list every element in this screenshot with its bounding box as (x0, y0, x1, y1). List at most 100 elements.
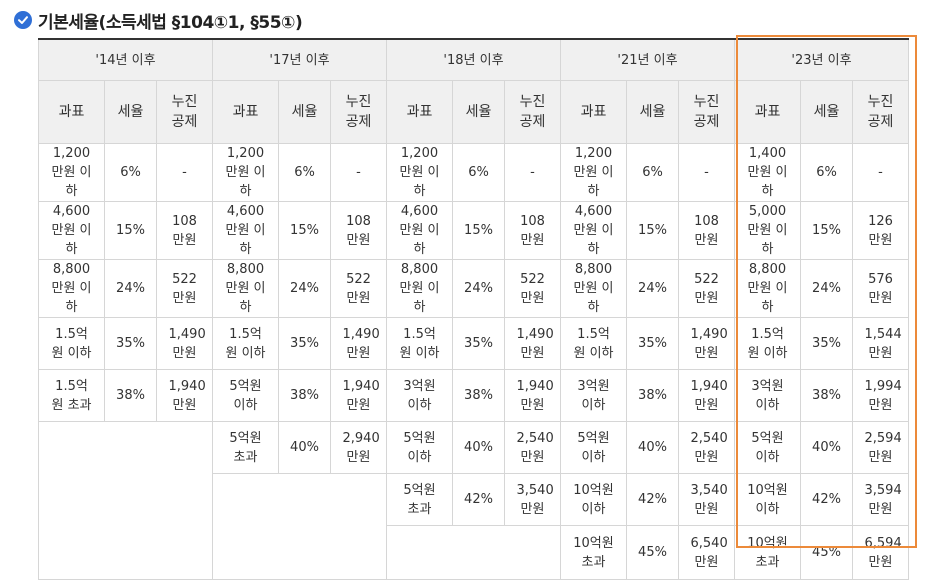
period-header: '21년 이후 (560, 38, 735, 81)
deduction-header: 누진공제 (504, 80, 561, 144)
rate-cell: 35% (800, 317, 853, 370)
deduction-cell: 6,594만원 (852, 525, 909, 580)
deduction-header: 누진공제 (678, 80, 735, 144)
rate-cell: 15% (104, 201, 157, 260)
rate-header: 세율 (626, 80, 679, 144)
deduction-cell: - (330, 143, 387, 202)
bracket-row: 8,800만원 이하 24% 522만원 8,800만원 이하 24% 522만원 8,80… (38, 259, 909, 318)
rate-cell: 24% (104, 259, 157, 318)
rate-cell: 38% (452, 369, 505, 422)
deduction-cell: 1,490만원 (330, 317, 387, 370)
deduction-cell: - (852, 143, 909, 202)
deduction-cell: 2,940만원 (330, 421, 387, 474)
deduction-cell: 3,594만원 (852, 473, 909, 526)
rate-cell: 35% (626, 317, 679, 370)
rate-cell: 15% (626, 201, 679, 260)
deduction-cell: 2,540만원 (504, 421, 561, 474)
deduction-header: 누진공제 (330, 80, 387, 144)
base-cell: 1.5억원 이하 (386, 317, 453, 370)
rate-cell: 42% (452, 473, 505, 526)
rate-cell: 6% (800, 143, 853, 202)
section-title: 기본세율(소득세법 §104①1, §55①) (38, 12, 303, 33)
deduction-header: 누진공제 (852, 80, 909, 144)
deduction-cell: 108만원 (504, 201, 561, 260)
rate-header: 세율 (104, 80, 157, 144)
bracket-row: 1.5억원 초과 38% 1,940만원 5억원 이하 38% 1,940만원 3억원 이하… (38, 369, 909, 422)
rate-cell: 42% (626, 473, 679, 526)
rate-cell: 38% (626, 369, 679, 422)
tax-rate-table: '14년 이후 '17년 이후 '18년 이후 '21년 이후 '23년 이후 … (38, 38, 909, 580)
rate-cell: 24% (452, 259, 505, 318)
rate-cell: 40% (452, 421, 505, 474)
base-cell: 1.5억원 이하 (212, 317, 279, 370)
deduction-cell: 1,490만원 (156, 317, 213, 370)
base-header: 과표 (560, 80, 627, 144)
bracket-row: 4,600만원 이하 15% 108만원 4,600만원 이하 15% 108만원 4,60… (38, 201, 909, 260)
deduction-cell: 1,940만원 (330, 369, 387, 422)
base-cell: 10억원 이하 (734, 473, 801, 526)
base-cell: 3억원 이하 (560, 369, 627, 422)
deduction-header: 누진공제 (156, 80, 213, 144)
rate-header: 세율 (452, 80, 505, 144)
deduction-cell: 522만원 (330, 259, 387, 318)
base-cell: 5억원 이하 (734, 421, 801, 474)
deduction-cell: 522만원 (156, 259, 213, 318)
sub-header-row: 과표 세율 누진공제 과표 세율 누진공제 과표 세율 누진공제 과표 세율 누… (38, 80, 909, 144)
deduction-cell: - (678, 143, 735, 202)
base-cell: 1,200만원 이하 (560, 143, 627, 202)
rate-cell: 35% (278, 317, 331, 370)
base-cell: 10억원 초과 (560, 525, 627, 580)
base-cell: 1.5억원 초과 (38, 369, 105, 422)
deduction-cell: 576만원 (852, 259, 909, 318)
base-cell: 5억원 이하 (560, 421, 627, 474)
deduction-cell: 108만원 (678, 201, 735, 260)
base-cell: 1,400만원 이하 (734, 143, 801, 202)
bracket-row: 1,200만원 이하 6% -1,200만원 이하 6% -1,200만원 이하 6% -1… (38, 143, 909, 202)
base-header: 과표 (212, 80, 279, 144)
rate-header: 세율 (800, 80, 853, 144)
deduction-cell: 1,940만원 (156, 369, 213, 422)
deduction-cell: - (504, 143, 561, 202)
period-header: '17년 이후 (212, 38, 387, 81)
empty-cell (212, 473, 387, 580)
rate-cell: 24% (626, 259, 679, 318)
rate-cell: 6% (626, 143, 679, 202)
section-heading: 기본세율(소득세법 §104①1, §55①) (14, 8, 303, 33)
deduction-cell: 1,490만원 (678, 317, 735, 370)
rate-cell: 6% (452, 143, 505, 202)
base-cell: 8,800만원 이하 (38, 259, 105, 318)
rate-header: 세율 (278, 80, 331, 144)
period-header: '18년 이후 (386, 38, 561, 81)
deduction-cell: 2,540만원 (678, 421, 735, 474)
base-cell: 4,600만원 이하 (386, 201, 453, 260)
base-cell: 1.5억원 이하 (560, 317, 627, 370)
base-cell: 10억원 이하 (560, 473, 627, 526)
rate-cell: 40% (278, 421, 331, 474)
deduction-cell: 1,544만원 (852, 317, 909, 370)
deduction-cell: 2,594만원 (852, 421, 909, 474)
rate-cell: 40% (800, 421, 853, 474)
base-cell: 8,800만원 이하 (560, 259, 627, 318)
deduction-cell: - (156, 143, 213, 202)
base-cell: 8,800만원 이하 (212, 259, 279, 318)
rate-cell: 38% (800, 369, 853, 422)
base-cell: 5억원 초과 (212, 421, 279, 474)
base-cell: 1,200만원 이하 (212, 143, 279, 202)
deduction-cell: 1,940만원 (678, 369, 735, 422)
base-header: 과표 (386, 80, 453, 144)
base-header: 과표 (734, 80, 801, 144)
deduction-cell: 108만원 (156, 201, 213, 260)
check-circle-icon (14, 11, 32, 29)
period-header: '14년 이후 (38, 38, 213, 81)
deduction-cell: 1,994만원 (852, 369, 909, 422)
empty-cell (386, 525, 561, 580)
deduction-cell: 3,540만원 (678, 473, 735, 526)
rate-cell: 6% (278, 143, 331, 202)
base-cell: 1,200만원 이하 (38, 143, 105, 202)
rate-cell: 42% (800, 473, 853, 526)
deduction-cell: 1,490만원 (504, 317, 561, 370)
rate-cell: 24% (800, 259, 853, 318)
rate-cell: 45% (800, 525, 853, 580)
deduction-cell: 3,540만원 (504, 473, 561, 526)
base-cell: 3억원 이하 (386, 369, 453, 422)
